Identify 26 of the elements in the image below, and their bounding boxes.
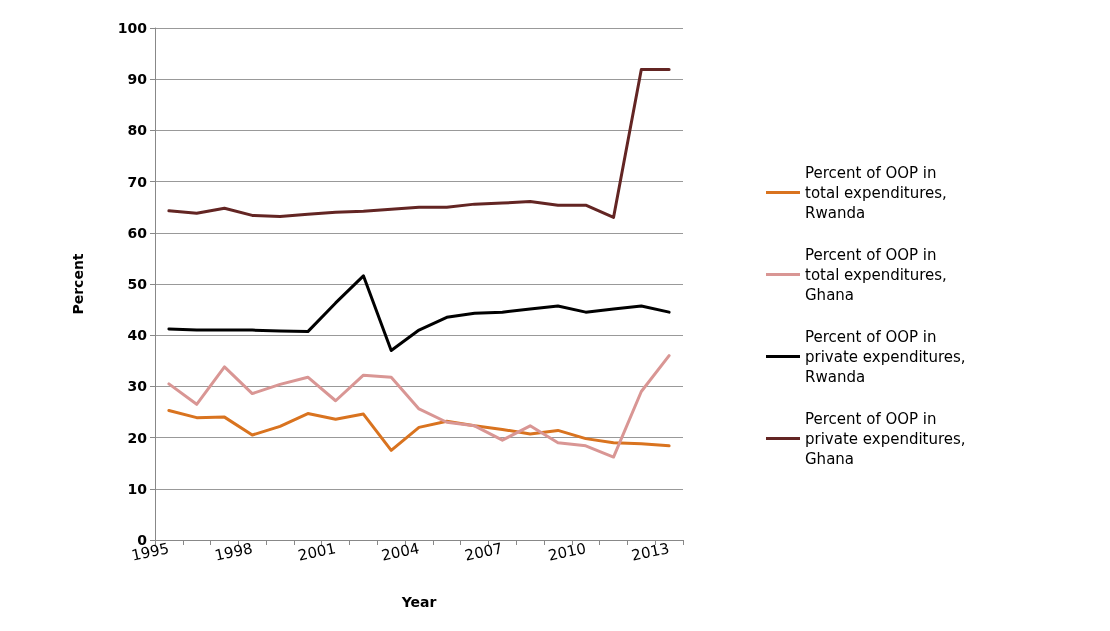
line-series — [167, 67, 671, 219]
y-tick-label: 50 — [127, 276, 148, 292]
x-tick-label: 2013 — [629, 539, 671, 565]
legend-label: Percent of OOP in private expenditures, Ghana — [805, 409, 971, 468]
x-tick-label: 2007 — [463, 539, 505, 565]
legend-label: Percent of OOP in private expenditures, Rwanda — [805, 327, 971, 386]
x-tick-label: 2004 — [379, 539, 421, 565]
legend-label: Percent of OOP in total expenditures, Rwanda — [805, 163, 952, 222]
line-series — [167, 408, 671, 452]
y-tick-label: 40 — [127, 327, 148, 344]
y-tick-label: 70 — [127, 173, 148, 190]
y-tick-label: 90 — [127, 71, 148, 88]
y-tick-label: 20 — [127, 429, 148, 446]
y-tick-label: 60 — [127, 224, 148, 241]
x-tick-label: 2001 — [296, 539, 338, 565]
y-tick-label: 80 — [127, 122, 148, 139]
x-tick-label: 1998 — [213, 539, 255, 565]
x-axis-title: Year — [400, 594, 437, 610]
y-tick-label: 30 — [127, 378, 148, 395]
x-tick-label: 2010 — [546, 539, 588, 565]
y-tick-label: 100 — [117, 20, 148, 36]
y-tick-label: 10 — [127, 480, 148, 497]
y-axis-title: Percent — [70, 253, 86, 315]
legend-label: Percent of OOP in total expenditures, Ghana — [805, 245, 952, 304]
line-series — [167, 274, 671, 353]
line-series — [167, 354, 671, 459]
